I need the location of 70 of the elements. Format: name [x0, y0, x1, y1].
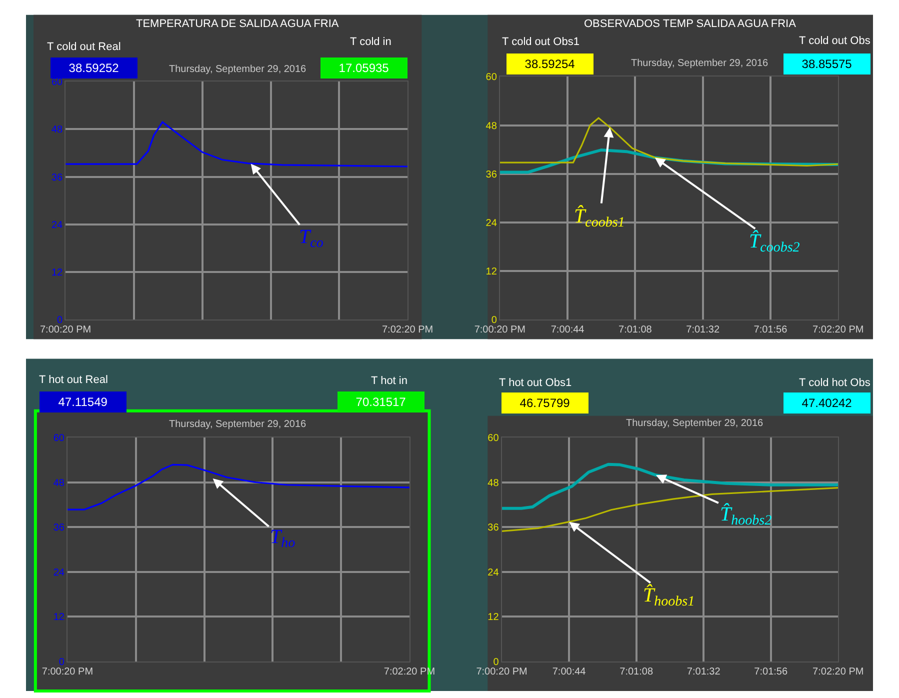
y-tick-label: 12 — [488, 612, 500, 624]
x-tick-label: 7:00:20 PM — [476, 666, 528, 678]
y-tick-label: 0 — [493, 657, 500, 668]
text: T hot in — [371, 375, 408, 387]
x-tick-label: 7:00:44 — [552, 666, 586, 678]
y-tick-label: 36 — [486, 169, 498, 180]
text: 47.11549 — [58, 395, 108, 409]
y-tick-label: 12 — [53, 612, 65, 624]
x-tick-label: 7:01:32 — [686, 324, 720, 336]
text: 70.31517 — [356, 395, 406, 409]
x-tick-label: 7:01:56 — [754, 666, 788, 678]
text: T hot out Obs1 — [499, 377, 572, 389]
text: 38.59254 — [524, 57, 576, 71]
text: 38.85575 — [802, 57, 852, 71]
text: 17.05935 — [338, 61, 390, 75]
x-tick-label: 7:02:20 PM — [812, 324, 864, 336]
y-tick-label: 48 — [51, 124, 64, 136]
line-series — [67, 464, 410, 510]
x-tick-label: 7:01:08 — [620, 666, 654, 678]
y-tick-label: 36 — [53, 522, 65, 534]
y-tick-label: 60 — [53, 432, 65, 444]
text: 46.75799 — [520, 396, 570, 410]
y-tick-label: 24 — [488, 567, 500, 578]
chart-subtitle: Thursday, September 29, 2016 — [169, 419, 307, 430]
y-tick-label: 60 — [486, 72, 498, 84]
line-series — [500, 117, 838, 167]
x-tick-label: 7:02:20 PM — [812, 666, 864, 678]
x-tick-label: 7:02:20 PM — [382, 324, 434, 336]
line-series — [502, 487, 838, 532]
annotation: T̂$_{coobs2}$ — [749, 230, 800, 256]
chart-title: TEMPERATURA DE SALIDA AGUA FRIA — [136, 18, 340, 30]
text: T cold out Obs1 — [502, 36, 580, 48]
y-tick-label: 0 — [57, 315, 64, 326]
line-series — [66, 121, 408, 168]
y-tick-label: 12 — [51, 267, 64, 278]
text: T cold hot Obs — [799, 377, 871, 389]
x-tick-label: 7:01:32 — [686, 666, 721, 678]
annotation: T$_{ho}$ — [270, 526, 296, 552]
y-tick-label: 36 — [488, 522, 500, 534]
y-tick-label: 24 — [51, 220, 64, 231]
chart-subtitle: Thursday, September 29, 2016 — [631, 58, 769, 69]
text: 47.40242 — [802, 396, 852, 410]
annotation: T̂$_{hoobs1}$ — [643, 584, 695, 610]
y-tick-label: 12 — [486, 266, 498, 278]
y-tick-label: 48 — [488, 478, 500, 489]
text: T hot out Real — [39, 374, 108, 386]
x-tick-label: 7:00:20 PM — [40, 324, 92, 336]
y-tick-label: 24 — [53, 567, 65, 578]
x-tick-label: 7:01:08 — [618, 324, 652, 336]
text: T cold out Obs — [799, 35, 871, 47]
y-tick-label: 60 — [488, 432, 500, 444]
y-tick-label: 48 — [486, 120, 498, 132]
y-tick-label: 24 — [486, 218, 498, 229]
text: T cold in — [350, 36, 392, 48]
x-tick-label: 7:01:56 — [754, 324, 788, 336]
annotation: T̂$_{coobs1}$ — [574, 205, 625, 230]
y-tick-label: 0 — [491, 314, 498, 326]
annotation: T$_{co}$ — [299, 226, 324, 252]
x-tick-label: 7:00:20 PM — [474, 324, 526, 336]
y-tick-label: 36 — [51, 172, 64, 184]
chart-title: OBSERVADOS TEMP SALIDA AGUA FRIA — [584, 18, 797, 30]
chart-subtitle: Thursday, September 29, 2016 — [169, 64, 307, 75]
x-tick-label: 7:00:44 — [550, 324, 585, 336]
chart-subtitle: Thursday, September 29, 2016 — [626, 418, 764, 429]
text: 38.59252 — [68, 61, 120, 75]
x-tick-label: 7:00:20 PM — [42, 666, 94, 678]
y-tick-label: 0 — [58, 657, 65, 668]
annotation: T̂$_{hoobs2}$ — [720, 503, 772, 528]
y-tick-label: 48 — [53, 478, 65, 489]
text: T cold out Real — [47, 41, 121, 53]
